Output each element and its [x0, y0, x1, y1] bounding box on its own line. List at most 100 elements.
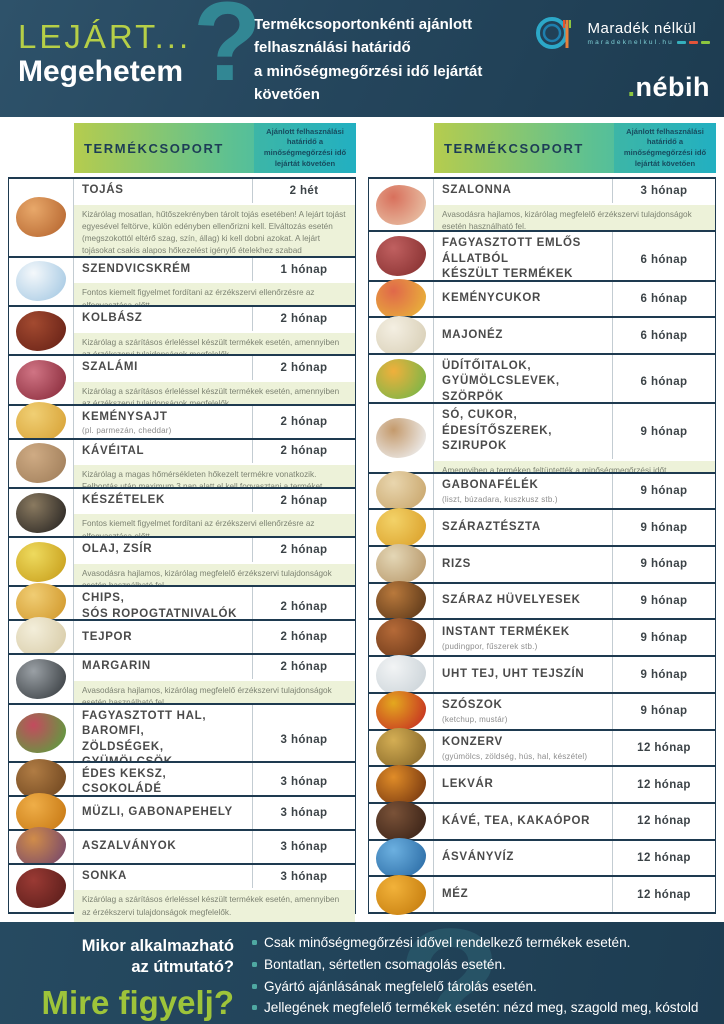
row-main: OLAJ, ZSÍR 2 hónap Avasodásra hajlamos, ki… [74, 538, 355, 598]
footer-bullet: Bontatlan, sértetlen csomagolás esetén. [252, 954, 714, 976]
deadline-value: 9 hónap [612, 473, 715, 509]
deadline-value: 12 hónap [612, 840, 715, 876]
product-name-cell: FAGYASZTOTT EMLŐS ÁLLATBÓL KÉSZÜLT TERMÉ… [434, 232, 612, 287]
salami-photo [16, 359, 66, 400]
rice-bowl-photo [376, 544, 426, 585]
row-main: MAJONÉZ 6 hónap [434, 318, 715, 353]
product-name: SÓ, CUKOR, ÉDESÍTŐSZEREK, SZIRUPOK [442, 409, 553, 453]
table-row: GABONAFÉLÉK (liszt, búzadara, kuszkusz st… [368, 471, 716, 512]
row-main: ASZALVÁNYOK 3 hónap [74, 830, 355, 863]
product-subname: (pl. parmezán, cheddar) [82, 426, 172, 436]
deadline-value: 3 hónap [252, 864, 355, 889]
footer-bullet: Csak minőségmegőrzési idővel rendelkező … [252, 932, 714, 954]
column-header-product: TERMÉKCSOPORT [444, 140, 584, 156]
product-image [369, 404, 434, 472]
row-main: ÉDES KEKSZ, CSOKOLÁDÉ 3 hónap [74, 762, 355, 802]
product-name: SZALONNA [442, 184, 512, 196]
product-image [369, 837, 434, 878]
product-name: UHT TEJ, UHT TEJSZÍN [442, 667, 585, 680]
table-row: KÁVÉITAL 2 hónap Kizárólag a magas hőmérsé… [8, 437, 356, 499]
instant-spices-photo [376, 617, 426, 658]
row-main: MÉZ 12 hónap [434, 877, 715, 912]
row-main: TOJÁS 2 hét Kizárólag mosatlan, hűtőszekré… [74, 179, 355, 275]
row-main: SZÁRAZ HÜVELYESEK 9 hónap [434, 583, 715, 619]
product-image [9, 583, 74, 624]
product-name-cell: CHIPS, SÓS ROPOGTATNIVALÓK [74, 587, 252, 626]
what-to-watch-title: Mire figyelj? [41, 983, 234, 1021]
row-main: SZENDVICSKRÉM 1 hónap Fontos kiemelt figye… [74, 257, 355, 317]
row-main: RIZS 9 hónap [434, 547, 715, 582]
name-line: ÁSVÁNYVÍZ 12 hónap [434, 840, 715, 876]
deadline-value: 12 hónap [612, 803, 715, 839]
name-line: SZALÁMI 2 hónap [74, 356, 355, 380]
deadline-value: 9 hónap [612, 583, 715, 619]
product-image [369, 617, 434, 658]
table-row: CHIPS, SÓS ROPOGTATNIVALÓK 2 hónap [8, 583, 356, 627]
table-row: FAGYASZTOTT EMLŐS ÁLLATBÓL KÉSZÜLT TERMÉ… [368, 230, 716, 287]
deadline-value: 2 hónap [252, 538, 355, 562]
table-row: SZALONNA 3 hónap Avasodásra hajlamos, kizá… [368, 177, 716, 239]
nebih-logo: .nébih [520, 72, 710, 103]
product-image [9, 655, 74, 703]
table-row: OLAJ, ZSÍR 2 hónap Avasodásra hajlamos, ki… [8, 536, 356, 598]
deadline-value: 3 hónap [252, 796, 355, 829]
ham-photo [16, 868, 66, 909]
product-name-cell: OLAJ, ZSÍR [74, 538, 252, 562]
product-name: KEMÉNYCUKOR [442, 292, 542, 305]
salt-sugar-bowls-photo [376, 417, 426, 458]
grains-flour-photo [376, 471, 426, 512]
deadline-value: 2 hónap [252, 655, 355, 679]
product-name: LEKVÁR [442, 777, 494, 790]
juices-apples-photo [376, 358, 426, 399]
frozen-foods-photo [16, 712, 66, 753]
name-line: LEKVÁR 12 hónap [434, 767, 715, 802]
maradek-name: Maradék nélkül [587, 20, 697, 37]
egg-photo [16, 197, 66, 238]
product-name-cell: ÁSVÁNYVÍZ [434, 841, 612, 876]
table-row: SZENDVICSKRÉM 1 hónap Fontos kiemelt figye… [8, 255, 356, 317]
product-name-cell: SONKA [74, 865, 252, 889]
product-subname: (gyümölcs, zöldség, hús, hal, készétel) [442, 751, 588, 761]
sausage-photo [16, 310, 66, 351]
product-name-cell: SZALONNA [434, 179, 612, 203]
product-image [9, 826, 74, 867]
table-row: FAGYASZTOTT HAL, BAROMFI, ZÖLDSÉGEK, GYÜ… [8, 702, 356, 775]
deadline-value: 2 hónap [252, 439, 355, 464]
product-subname: (pudingpor, fűszerek stb.) [442, 641, 538, 651]
product-name-cell: KÁVÉITAL [74, 440, 252, 464]
product-name: SZALÁMI [82, 361, 139, 374]
hard-candies-photo [376, 278, 426, 319]
row-main: MÜZLI, GABONAPEHELY 3 hónap [74, 796, 355, 829]
product-name-cell: KÁVÉ, TEA, KAKAÓPOR [434, 804, 612, 839]
row-main: TEJPOR 2 hónap [74, 621, 355, 654]
product-image [9, 864, 74, 913]
product-name-cell: SZÁRAZ HÜVELYESEK [434, 584, 612, 619]
product-name: GABONAFÉLÉK [442, 479, 539, 492]
product-image [9, 439, 74, 487]
table-row: TOJÁS 2 hét Kizárólag mosatlan, hűtőszekré… [8, 177, 356, 275]
product-name: KÉSZÉTELEK [82, 493, 166, 506]
deadline-value: 2 hónap [252, 621, 355, 654]
maradek-texts: Maradék nélkül maradeknelkul.hu [587, 20, 710, 46]
left-table: TERMÉKCSOPORT Ajánlott felhasználási hatá… [8, 123, 356, 924]
table-row: KÉSZÉTELEK 2 hónap Fontos kiemelt figyelme… [8, 486, 356, 549]
name-line: MÉZ 12 hónap [434, 877, 715, 912]
product-name: TEJPOR [82, 630, 133, 643]
row-main: ÜDÍTŐITALOK, GYÜMÖLCSLEVEK, SZÖRPÖK 6 hón… [434, 354, 715, 410]
deadline-value: 3 hónap [252, 704, 355, 775]
product-name-cell: MÜZLI, GABONAPEHELY [74, 797, 252, 829]
ready-meal-tray-photo [16, 492, 66, 533]
product-name: ÜDÍTŐITALOK, GYÜMÖLCSLEVEK, SZÖRPÖK [442, 359, 560, 403]
table-row: MÉZ 12 hónap [368, 874, 716, 915]
footer-bullet-text: Bontatlan, sértetlen csomagolás esetén. [264, 956, 506, 972]
deadline-value: 1 hónap [252, 257, 355, 282]
product-name: SZÁRAZ HÜVELYESEK [442, 594, 581, 607]
name-line: GABONAFÉLÉK (liszt, búzadara, kuszkusz st… [434, 473, 715, 509]
dash-red [689, 41, 698, 44]
nebih-dot: . [627, 72, 636, 102]
column-header-deadline: Ajánlott felhasználási határidő a minősé… [614, 123, 716, 173]
milk-powder-bowl-photo [16, 617, 66, 658]
name-line: ÜDÍTŐITALOK, GYÜMÖLCSLEVEK, SZÖRPÖK 6 hón… [434, 354, 715, 410]
row-main: GABONAFÉLÉK (liszt, búzadara, kuszkusz st… [434, 473, 715, 509]
table-row: INSTANT TERMÉKEK (pudingpor, fűszerek stb… [368, 617, 716, 658]
